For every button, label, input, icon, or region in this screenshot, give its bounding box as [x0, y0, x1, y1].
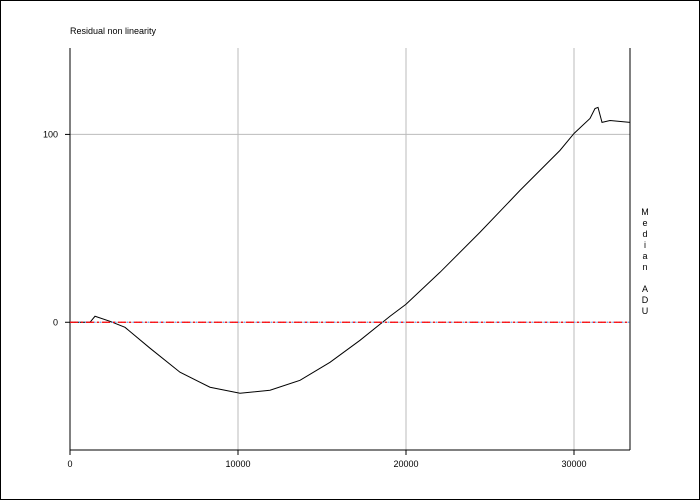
y-tick-label: 0 — [53, 317, 58, 327]
x-tick-label: 20000 — [393, 459, 418, 469]
y-axis-label: Median ADU — [640, 207, 650, 317]
x-tick-label: 30000 — [561, 459, 586, 469]
chart-title: Residual non linearity — [70, 26, 157, 36]
x-tick-label: 0 — [67, 459, 72, 469]
x-tick-label: 10000 — [225, 459, 250, 469]
y-tick-label: 100 — [43, 129, 58, 139]
line-series — [70, 106, 631, 394]
